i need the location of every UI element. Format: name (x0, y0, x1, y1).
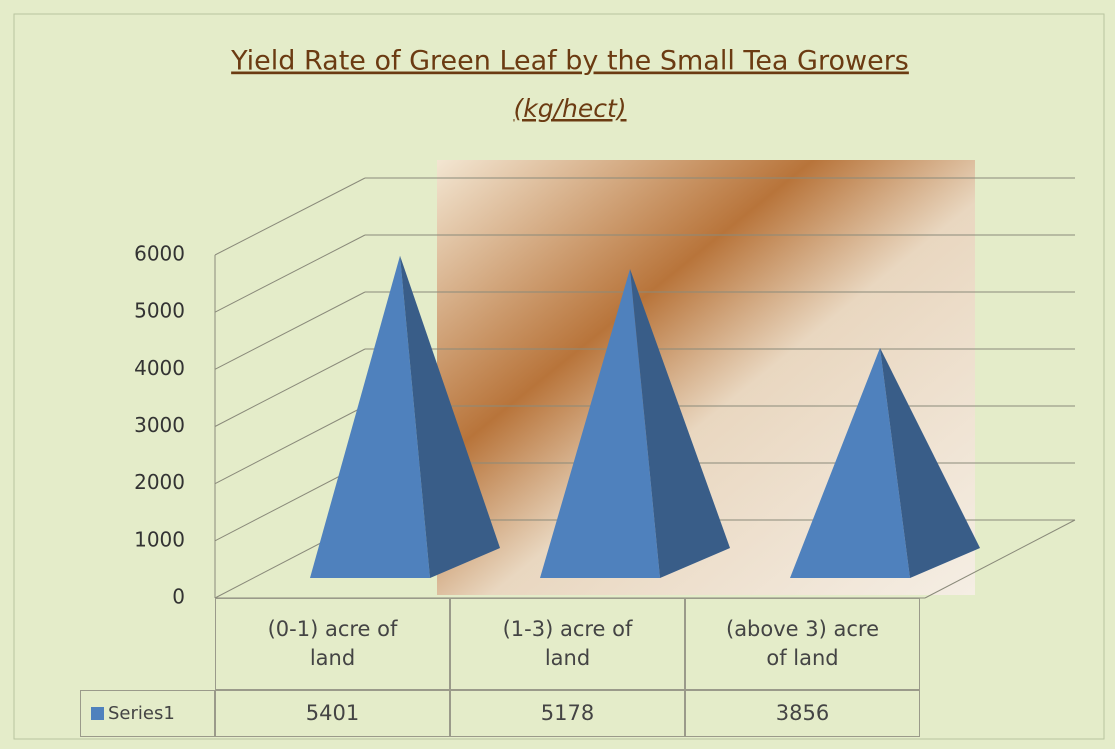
y-tick-label: 0 (172, 585, 185, 609)
pyramid-shade (630, 269, 730, 578)
y-tick-label: 6000 (134, 242, 185, 266)
legend-key (91, 707, 104, 720)
legend-label: Series1 (108, 702, 175, 724)
grid-line (214, 234, 366, 313)
legend-entry: Series1 (80, 690, 215, 737)
chart-subtitle: (kg/hect) (513, 94, 626, 123)
y-tick-label: 1000 (134, 527, 185, 551)
pyramid-shade (880, 347, 980, 578)
table-value: 5178 (450, 690, 685, 737)
y-tick-label: 5000 (134, 299, 185, 323)
pyramid (310, 255, 500, 578)
pyramid-front-face (310, 255, 430, 578)
category-label: (0-1) acre of land (215, 598, 450, 690)
grid-line (214, 348, 366, 427)
pyramid-shade (400, 255, 500, 578)
grid-line (214, 177, 366, 256)
pyramid-front-face (790, 347, 910, 578)
table-value: 3856 (685, 690, 920, 737)
grid-line (214, 405, 366, 485)
pyramid-side-face (880, 347, 980, 578)
floor-right (924, 519, 1076, 599)
pyramid (540, 269, 730, 578)
chart-border (13, 13, 1105, 740)
chart-title: Yield Rate of Green Leaf by the Small Te… (230, 46, 909, 77)
category-label: (1-3) acre of land (450, 598, 685, 690)
category-label: (above 3) acre of land (685, 598, 920, 690)
table-value: 5401 (215, 690, 450, 737)
y-tick-label: 4000 (134, 356, 185, 380)
y-tick-label: 3000 (134, 413, 185, 437)
pyramid-side-face (400, 255, 500, 578)
y-tick-label: 2000 (134, 470, 185, 494)
pyramid-front-face (540, 269, 660, 578)
pyramid-side-face (630, 269, 730, 578)
pyramid (790, 347, 980, 578)
grid-line (214, 291, 366, 370)
